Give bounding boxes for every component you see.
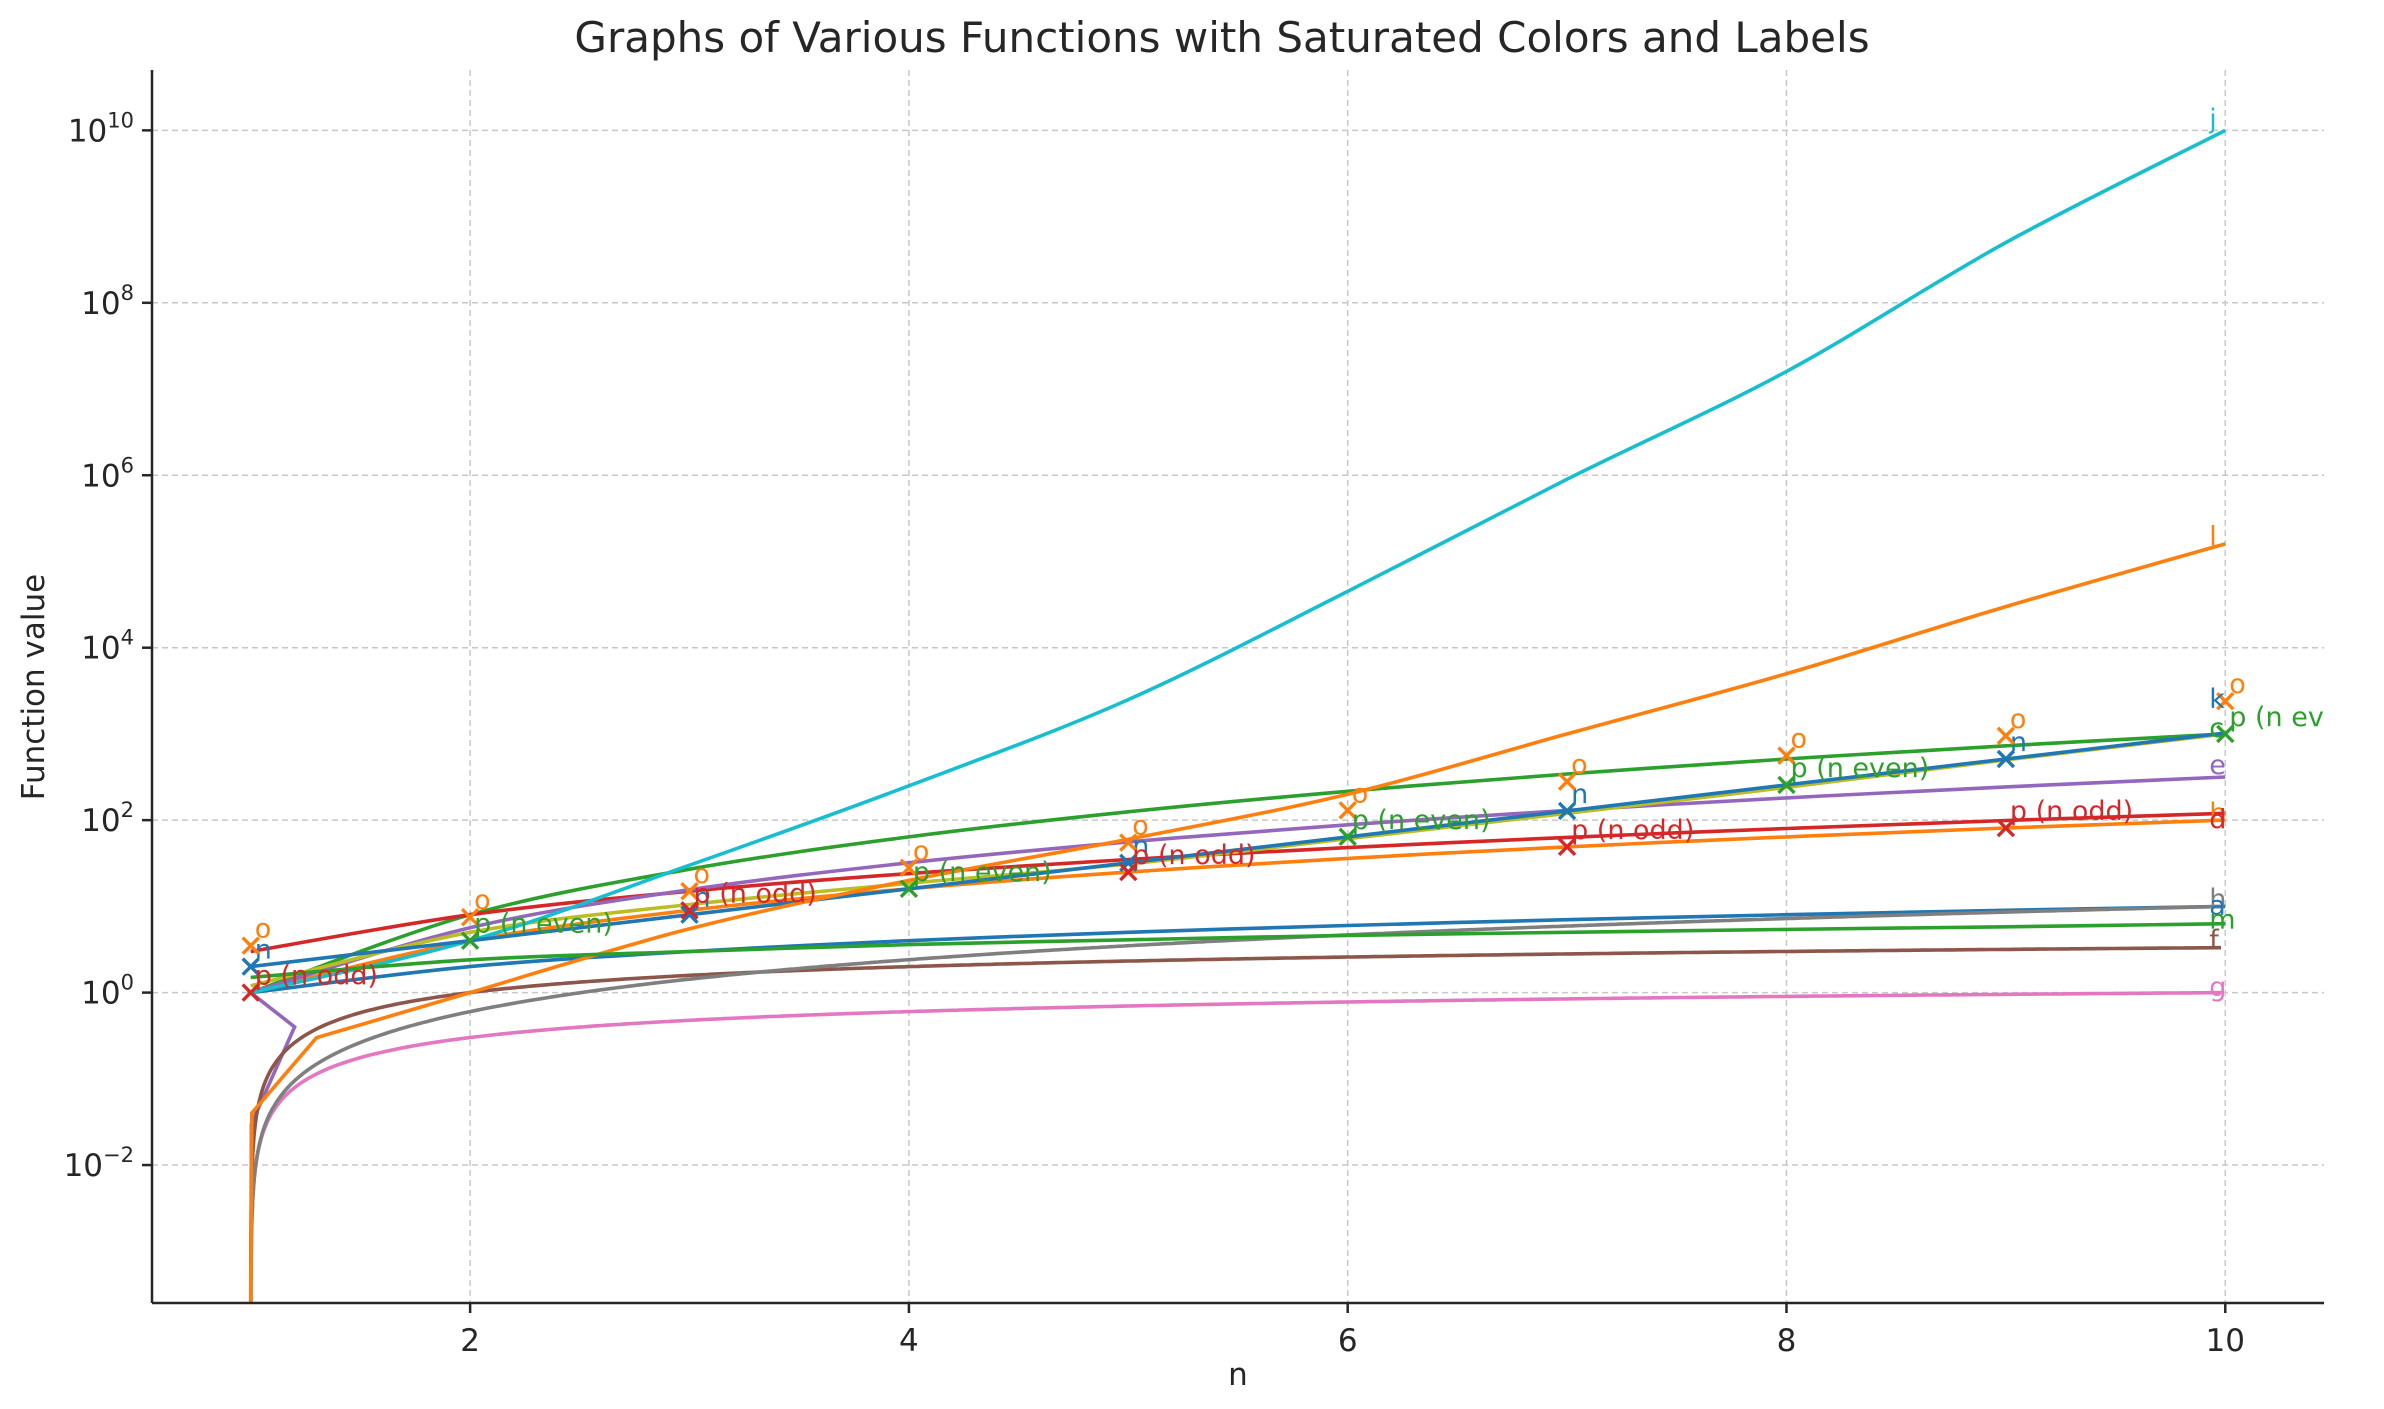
y-tick-label: 104 (81, 626, 134, 667)
marker-label: o (1132, 811, 1149, 842)
x-tick-label: 2 (460, 1323, 480, 1359)
y-axis-label: Function value (16, 574, 52, 800)
y-tick-label: 106 (81, 453, 134, 494)
series-line-m (250, 921, 2226, 980)
marker-pneven (899, 879, 919, 898)
series-line-j (250, 128, 2227, 995)
y-tick-label: 102 (81, 798, 134, 839)
marker-label: n (255, 935, 272, 966)
marker-o (1777, 746, 1796, 765)
marker-pnodd (1996, 818, 2016, 838)
curve-end-label: g (2209, 972, 2226, 1003)
marker-label: p (n odd) (255, 961, 378, 992)
marker-label: o (2229, 669, 2246, 700)
y-tick-label: 1010 (68, 108, 134, 149)
marker-o (460, 907, 480, 927)
marker-label: o (913, 836, 930, 867)
marker-pnodd (1119, 862, 1138, 882)
marker-pneven (1777, 775, 1796, 795)
marker-pnodd (680, 901, 699, 920)
marker-label: p (n odd) (2010, 796, 2133, 827)
marker-pneven (2216, 724, 2235, 744)
marker-label: p (n even) (2229, 702, 2368, 733)
marker-label: o (1352, 778, 1369, 809)
curve-end-label: j (2208, 104, 2217, 135)
marker-label: o (474, 885, 491, 916)
marker-label: p (n odd) (694, 878, 817, 909)
marker-o (1119, 833, 1138, 852)
marker-n (1557, 801, 1577, 821)
marker-o (1557, 772, 1577, 791)
marker-label: p (n even) (1790, 753, 1929, 784)
series-line-k (250, 731, 2226, 969)
series-line-f (248, 945, 2221, 1303)
marker-pnodd (241, 983, 260, 1002)
marker-label: n (1132, 831, 1149, 862)
curve-end-label: c (2209, 713, 2224, 744)
x-tick-label: 4 (899, 1323, 919, 1359)
marker-label: o (1571, 750, 1588, 781)
marker-label: o (255, 914, 272, 945)
marker-o (899, 858, 919, 878)
marker-pneven (460, 931, 480, 950)
marker-label: p (n even) (474, 909, 613, 940)
marker-n (1996, 749, 2016, 769)
marker-label: p (n even) (1352, 805, 1491, 836)
y-tick-label: 10−2 (64, 1143, 134, 1184)
curve-end-label: b (2209, 798, 2226, 829)
grid-lines (152, 70, 2324, 1303)
y-tick-label: 100 (81, 971, 134, 1012)
series-line-b (250, 818, 2226, 995)
marker-label: n (1571, 779, 1588, 810)
x-tick-label: 10 (2206, 1323, 2245, 1359)
marker-label: o (694, 859, 711, 890)
curve-end-label: m (2209, 905, 2235, 936)
marker-label: p (n odd) (1571, 815, 1694, 846)
marker-o (680, 881, 699, 901)
series-line-e (246, 775, 2226, 1303)
marker-label: n (694, 883, 711, 914)
marker-label: n (2010, 727, 2027, 758)
chart-title: Graphs of Various Functions with Saturat… (574, 13, 1869, 62)
series-line-c (250, 732, 2226, 995)
marker-n (680, 905, 699, 924)
curve-end-label: h (2209, 884, 2226, 915)
marker-o (241, 936, 260, 955)
marker-pneven (1338, 827, 1357, 847)
series-line-l (249, 542, 2226, 1303)
curve-end-label: a (2209, 891, 2226, 922)
curve-end-label: l (2209, 522, 2217, 553)
marker-o (1996, 726, 2016, 746)
y-tick-label: 108 (81, 281, 134, 322)
marker-label: p (n even) (913, 857, 1052, 888)
curve-end-label: e (2209, 750, 2226, 781)
marker-label: p (n odd) (1132, 840, 1255, 871)
marker-label: o (1790, 724, 1807, 755)
curve-end-label: f (2209, 925, 2220, 956)
marker-n (241, 957, 260, 976)
curve-end-label: d (2209, 804, 2226, 835)
series-line-h (249, 904, 2222, 1303)
marker-pnodd (1557, 837, 1577, 857)
marker-o (1338, 801, 1357, 820)
marker-label: o (2010, 704, 2027, 735)
marker-o (2216, 691, 2235, 711)
curve-end-label: k (2209, 684, 2225, 715)
x-tick-label: 6 (1338, 1323, 1358, 1359)
x-tick-label: 8 (1777, 1323, 1797, 1359)
x-axis-label: n (1228, 1357, 1248, 1393)
